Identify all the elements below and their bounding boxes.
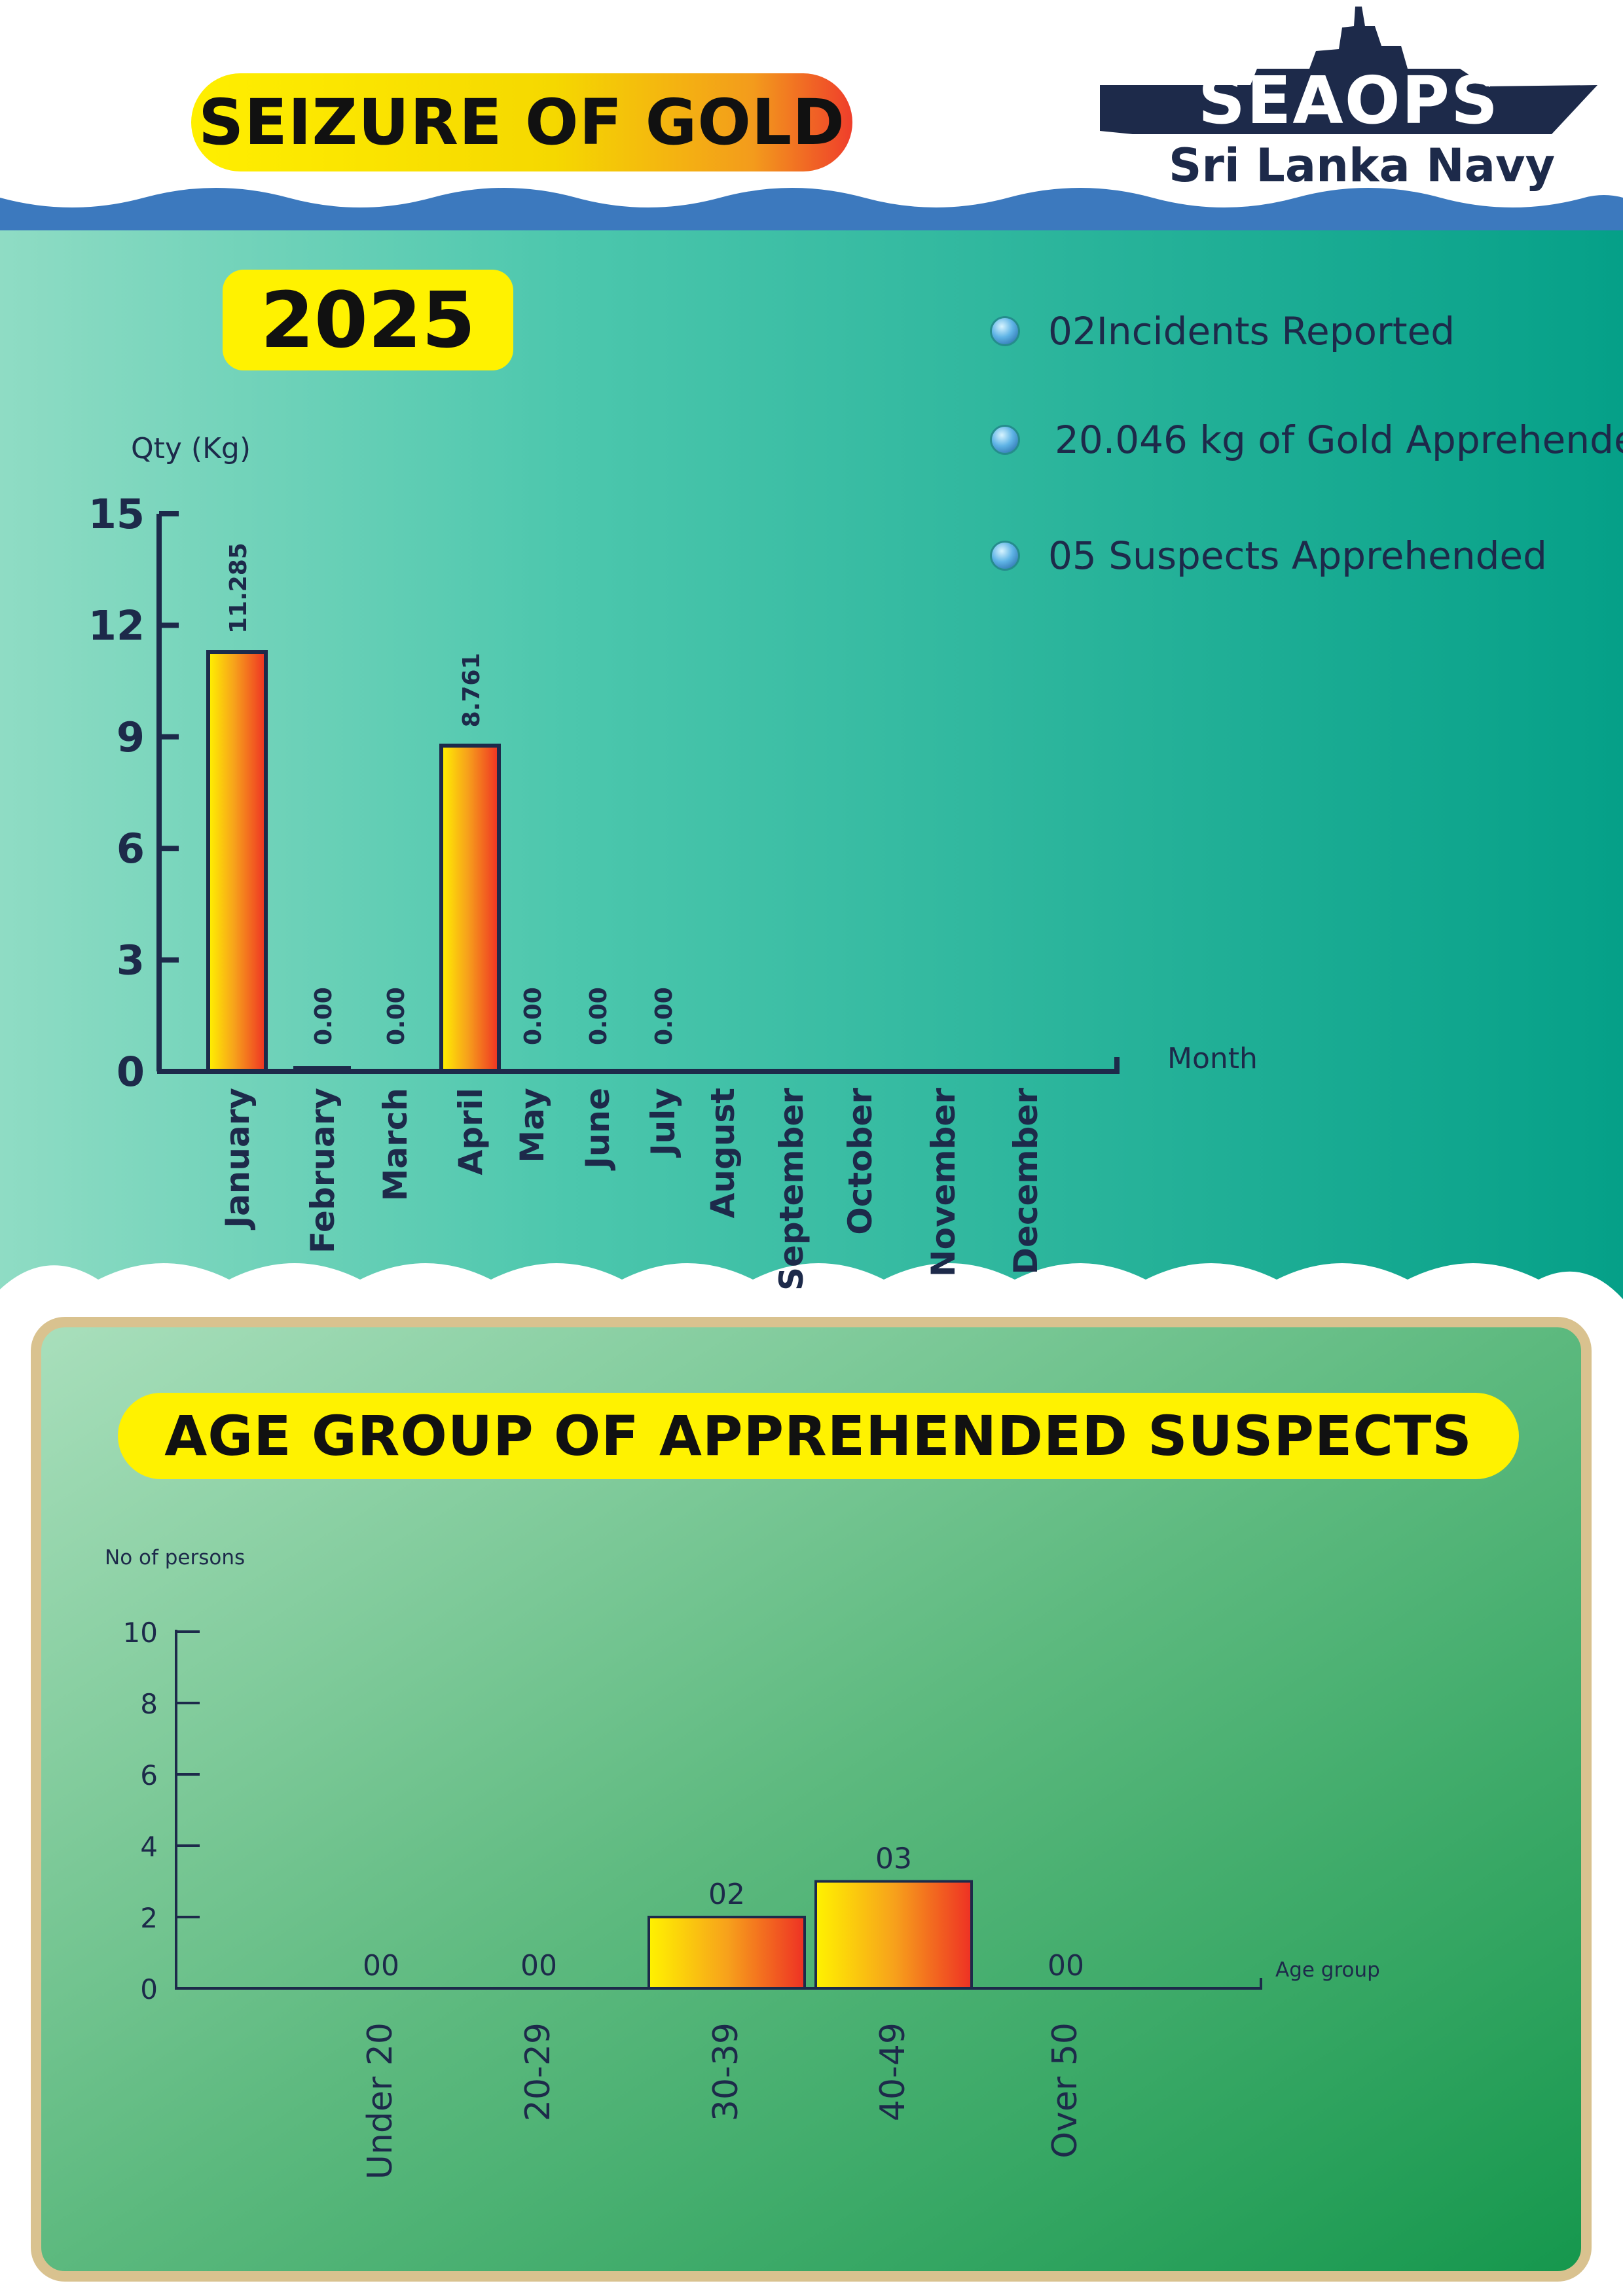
gold-data-label: 0.00	[585, 987, 612, 1045]
gold-y-tick-label: 9	[117, 713, 145, 761]
page-title: SEIZURE OF GOLD	[191, 73, 852, 171]
gold-bar	[439, 744, 501, 1074]
gold-data-label: 0.00	[651, 987, 678, 1045]
gold-x-tick-label: August	[704, 1088, 742, 1218]
stat-gold-text: 20.046 kg of Gold Apprehended	[1055, 418, 1623, 462]
bullet-icon	[992, 427, 1018, 453]
gold-x-axis-label: Month	[1167, 1042, 1258, 1075]
age-data-label: 00	[1048, 1949, 1084, 1982]
bullet-icon	[992, 543, 1018, 569]
gold-bar	[206, 650, 268, 1073]
age-x-axis-label: Age group	[1275, 1958, 1380, 1982]
gold-data-label: 11.285	[225, 543, 252, 634]
gold-x-tick-label: July	[644, 1088, 682, 1158]
stat-suspects: 05 Suspects Apprehended	[992, 533, 1547, 578]
gold-x-tick-label: November	[924, 1088, 962, 1278]
gold-y-tick-label: 0	[117, 1048, 145, 1096]
age-y-tick-label: 6	[140, 1759, 158, 1791]
stat-suspects-text: 05 Suspects Apprehended	[1048, 533, 1547, 578]
age-x-tick-label: 40-49	[873, 2022, 913, 2121]
logo-sri-lanka-navy-text: Sri Lanka Navy	[1169, 139, 1556, 192]
gold-x-tick-label: December	[1007, 1088, 1045, 1275]
gold-x-tick-label: October	[841, 1088, 879, 1235]
gold-y-tick-label: 15	[88, 490, 145, 538]
age-y-tick-label: 8	[140, 1688, 158, 1720]
age-bar	[647, 1916, 806, 1990]
gold-x-tick-label: January	[219, 1088, 257, 1230]
gold-data-label: 8.761	[458, 653, 485, 728]
year-badge: 2025	[223, 270, 513, 370]
teal-band	[0, 216, 1623, 1302]
age-y-axis-label: No of persons	[105, 1546, 245, 1570]
age-bar	[814, 1880, 973, 1990]
age-x-tick-label: Over 50	[1046, 2022, 1085, 2159]
age-data-label: 02	[708, 1878, 745, 1911]
age-panel	[31, 1317, 1592, 2282]
bullet-icon	[992, 318, 1018, 344]
gold-y-tick-label: 6	[117, 825, 145, 872]
gold-x-tick-label: May	[513, 1088, 551, 1163]
age-data-label: 00	[520, 1949, 557, 1982]
stat-incidents-text: 02Incidents Reported	[1048, 309, 1455, 353]
gold-y-tick-label: 12	[88, 601, 145, 649]
gold-x-tick-label: February	[304, 1088, 342, 1253]
gold-seizure-chart: 0 3 6 9 12 15 11.285 January 0.00 February 0.00 Ma…	[88, 432, 1258, 1291]
age-y-tick-label: 0	[140, 1973, 158, 2005]
seaops-logo: SEAOPS Sri Lanka Navy	[1093, 0, 1604, 209]
gold-x-tick-label: September	[773, 1088, 811, 1291]
gold-y-tick-label: 3	[117, 937, 145, 984]
gold-data-label: 0.00	[520, 987, 547, 1045]
gold-data-label: 0.00	[310, 987, 337, 1045]
blue-wave	[0, 187, 1623, 230]
gold-x-tick-label: March	[376, 1088, 414, 1201]
age-y-tick-label: 4	[140, 1831, 158, 1863]
age-data-label: 00	[363, 1949, 399, 1982]
age-y-tick-label: 2	[140, 1902, 158, 1934]
gold-x-tick-label: June	[579, 1088, 617, 1171]
age-x-tick-label: 20-29	[519, 2022, 558, 2121]
gold-y-axis-label: Qty (Kg)	[131, 432, 251, 465]
logo-seaops-text: SEAOPS	[1198, 62, 1500, 139]
ship-icon	[1100, 7, 1597, 134]
age-section-title: AGE GROUP OF APPREHENDED SUSPECTS	[118, 1393, 1519, 1479]
gold-x-tick-label: April	[452, 1088, 490, 1175]
age-data-label: 03	[875, 1842, 912, 1876]
stat-gold: 20.046 kg of Gold Apprehended	[992, 418, 1623, 462]
gold-data-label: 0.00	[383, 987, 410, 1045]
stat-incidents: 02Incidents Reported	[992, 309, 1455, 353]
age-y-tick-label: 10	[123, 1617, 158, 1649]
age-x-tick-label: Under 20	[361, 2022, 400, 2179]
age-x-tick-label: 30-39	[706, 2022, 746, 2121]
